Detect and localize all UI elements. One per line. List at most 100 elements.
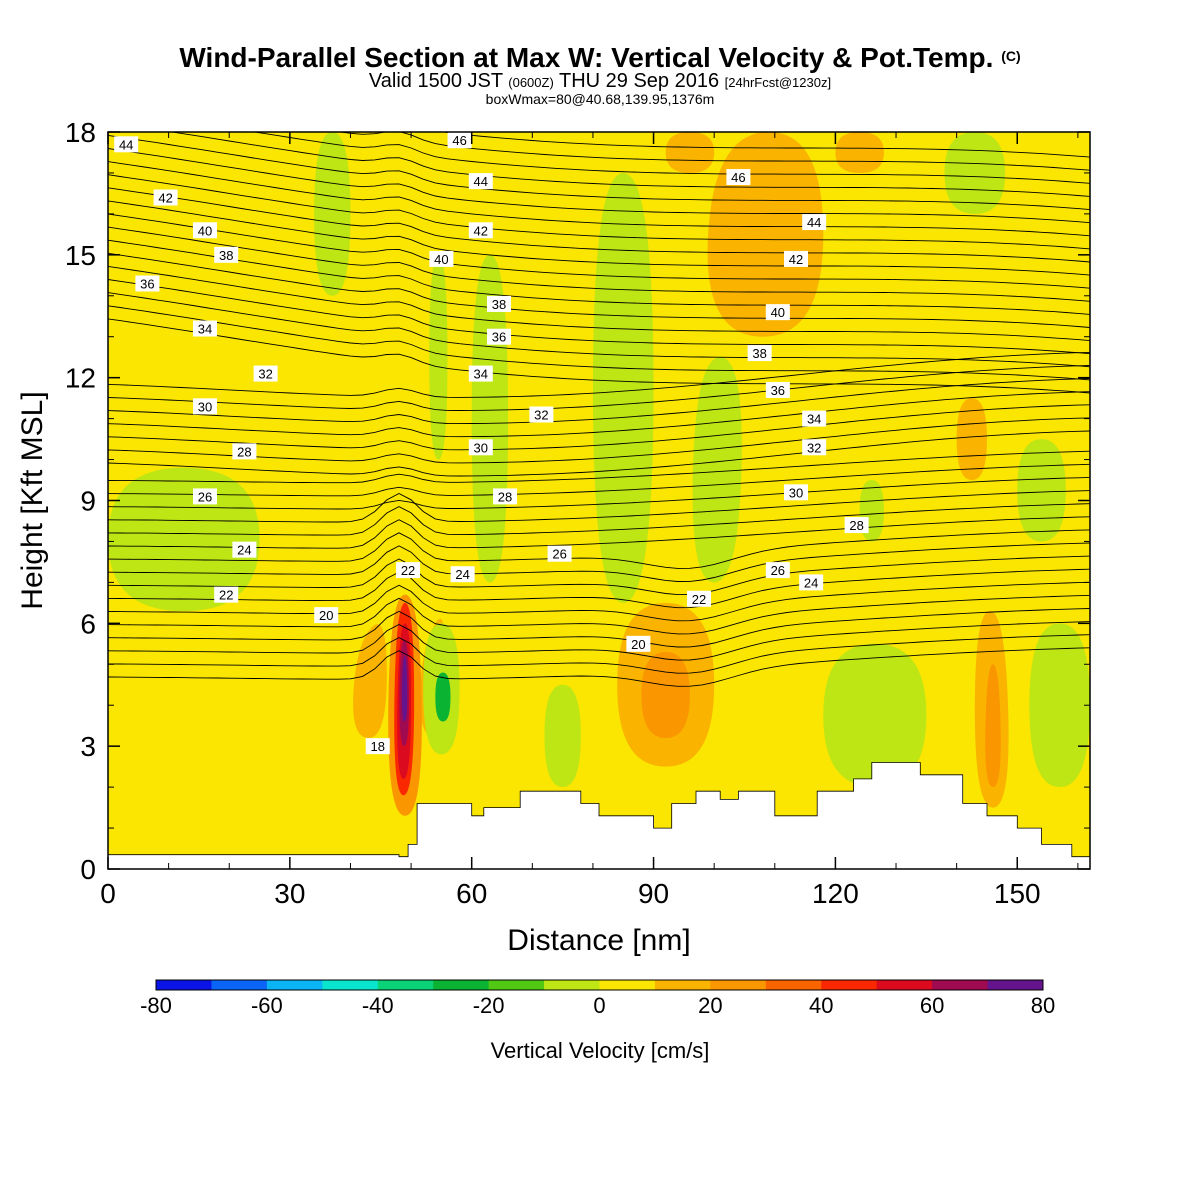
- theta-label-box-34: [802, 410, 827, 427]
- theta-label-8: 28: [237, 444, 251, 459]
- theta-label-14: 46: [452, 133, 466, 148]
- theta-label-box-37: [765, 304, 790, 321]
- theta-label-box-4: [135, 275, 160, 292]
- colorbar-swatch-4: [377, 980, 434, 990]
- theta-label-2: 40: [198, 223, 212, 238]
- theta-label-25: 24: [455, 567, 469, 582]
- theta-label-box-6: [253, 365, 278, 382]
- theta-label-10: 24: [237, 543, 251, 558]
- terrain-mask: [107, 762, 1091, 870]
- colorbar-swatch-1: [211, 980, 268, 990]
- theta-label-19: 36: [492, 330, 506, 345]
- copyright-mark: (C): [1001, 48, 1021, 64]
- isentrope-33: [108, 187, 1090, 263]
- theta-label-28: 22: [692, 592, 706, 607]
- isentrope-5: [108, 581, 1090, 622]
- theta-label-box-11: [214, 586, 239, 603]
- isentrope-7: [108, 555, 1090, 596]
- theta-label-0: 44: [119, 137, 133, 152]
- isentrope-41: [441, 132, 1090, 158]
- isentrope-23: [108, 318, 1090, 394]
- theta-label-box-39: [802, 214, 827, 231]
- isentrope-25: [108, 292, 1090, 368]
- y-tick-label: 6: [80, 608, 96, 639]
- isentrope-40: [337, 132, 1090, 171]
- colorbar-swatch-8: [599, 980, 656, 990]
- theta-label-31: 28: [849, 518, 863, 533]
- w-region-24: [592, 172, 654, 603]
- colorbar-tick-label: 80: [1031, 993, 1055, 1018]
- isentrope-22: [108, 351, 1090, 398]
- theta-label-34: 34: [807, 412, 821, 427]
- isentrope-28: [108, 252, 1090, 328]
- isentrope-37: [108, 134, 1090, 211]
- isentrope-39: [251, 132, 1090, 184]
- theta-label-26: 22: [401, 563, 415, 578]
- theta-label-box-13: [365, 738, 390, 755]
- isentrope-20: [108, 378, 1090, 425]
- isentrope-13: [108, 476, 1090, 510]
- isentrope-24: [108, 305, 1090, 381]
- w-region-25: [314, 132, 351, 296]
- colorbar-label: Vertical Velocity [cm/s]: [491, 1038, 710, 1063]
- theta-label-6: 32: [258, 367, 272, 382]
- isentrope-27: [108, 265, 1090, 342]
- theta-label-11: 22: [219, 588, 233, 603]
- theta-label-1: 42: [158, 191, 172, 206]
- colorbar-tick-label: 40: [809, 993, 833, 1018]
- isentrope-35: [108, 161, 1090, 237]
- colorbar-tick-label: -60: [251, 993, 283, 1018]
- x-axis-label: Distance [nm]: [507, 924, 690, 957]
- theta-contour-labels: 44 42 40 38 36 34 32 30 28 26 24 22 20 18 46 44 42 40 38 36…: [114, 132, 869, 755]
- w-region-20: [835, 132, 884, 173]
- isentrope-8: [108, 542, 1090, 582]
- isentrope-17: [108, 417, 1090, 464]
- theta-label-box-20: [468, 365, 493, 382]
- theta-label-box-1: [153, 189, 178, 206]
- y-tick-label: 3: [80, 731, 96, 762]
- isentrope-16: [108, 430, 1090, 477]
- isentrope-19: [108, 391, 1090, 438]
- theta-label-box-31: [844, 517, 869, 534]
- y-axis-label: Height [Kft MSL]: [16, 391, 49, 609]
- isentrope-3: [108, 608, 1090, 648]
- colorbar-swatch-15: [987, 980, 1044, 990]
- theta-label-13: 18: [371, 739, 385, 754]
- theta-label-23: 28: [498, 489, 512, 504]
- isentrope-30: [108, 226, 1090, 302]
- terrain-profile: [107, 762, 1091, 870]
- theta-label-21: 32: [534, 408, 548, 423]
- y-tick-label: 9: [80, 486, 96, 517]
- theta-label-box-12: [314, 607, 339, 624]
- theta-label-40: 46: [731, 170, 745, 185]
- colorbar-swatch-13: [876, 980, 933, 990]
- isentrope-10: [108, 516, 1090, 549]
- theta-label-17: 40: [434, 252, 448, 267]
- w-region-27: [823, 643, 927, 788]
- theta-label-15: 44: [474, 174, 488, 189]
- theta-label-37: 40: [771, 305, 785, 320]
- colorbar-swatch-11: [765, 980, 822, 990]
- valid-time: Valid 1500 JST: [368, 70, 503, 92]
- theta-label-5: 34: [198, 322, 212, 337]
- theta-label-4: 36: [140, 276, 154, 291]
- w-region-18: [707, 132, 824, 337]
- theta-label-18: 38: [492, 297, 506, 312]
- theta-label-16: 42: [474, 223, 488, 238]
- isentrope-31: [108, 213, 1090, 289]
- theta-label-box-25: [450, 566, 475, 583]
- colorbar-swatch-7: [544, 980, 600, 990]
- theta-label-box-40: [726, 169, 751, 186]
- isentrope-11: [108, 503, 1090, 536]
- w-region-19: [665, 132, 715, 173]
- w-region-9: [544, 684, 581, 788]
- colorbar: -80 -60 -40 -20 0 20 40 60 80 Vertical Velocity […: [140, 979, 1055, 1063]
- theta-label-box-35: [765, 381, 790, 398]
- colorbar-tick-label: -80: [140, 993, 172, 1018]
- chart-title-text: Wind-Parallel Section at Max W: Vertical…: [179, 42, 994, 73]
- theta-label-box-18: [486, 295, 511, 312]
- w-region-14: [692, 357, 742, 583]
- valid-date: THU 29 Sep 2016: [559, 70, 720, 92]
- theta-label-12: 20: [319, 608, 333, 623]
